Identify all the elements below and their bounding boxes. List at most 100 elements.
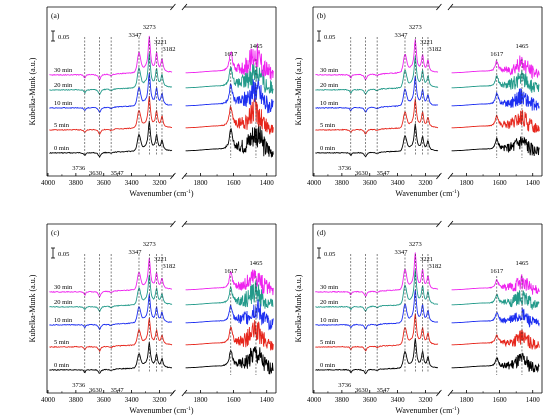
x-axis-label-text: Wavenumber (cm xyxy=(129,406,187,415)
x-tick-label: 3600 xyxy=(97,396,112,404)
peak-label: 3347 xyxy=(128,32,142,39)
scale-bar-label: 0.05 xyxy=(58,251,69,258)
axis-break-mark xyxy=(181,3,188,11)
spectrum-line-right xyxy=(451,88,540,111)
spectrum-line-left xyxy=(315,39,439,80)
axis-break-mark xyxy=(170,172,176,180)
peak-label: 1617 xyxy=(224,268,238,275)
series-label: 10 min xyxy=(54,100,73,107)
y-axis-label: Kubelka-Munk (a.u.) xyxy=(28,57,37,125)
x-tick-label: 1400 xyxy=(526,179,541,187)
spectrum-line-left xyxy=(49,35,173,81)
peak-label: 3221 xyxy=(154,256,167,263)
x-tick-label: 3400 xyxy=(125,179,140,187)
x-axis-label-sup: -1 xyxy=(452,189,457,195)
x-axis-label-text: Wavenumber (cm xyxy=(395,189,453,198)
y-axis-label: Kubelka-Munk (a.u.) xyxy=(294,274,303,342)
spectrum-line-right xyxy=(451,352,540,373)
spectrum-line-right xyxy=(185,98,274,135)
y-axis-label: Kubelka-Munk (a.u.) xyxy=(294,57,303,125)
spectrum-line-left xyxy=(315,75,439,113)
spectrum-line-left xyxy=(49,95,172,136)
peak-label: 1465 xyxy=(515,43,528,50)
y-axis-label: Kubelka-Munk (a.u.) xyxy=(28,274,37,342)
series-label: 0 min xyxy=(54,145,70,152)
peak-label: 1465 xyxy=(249,43,262,50)
spectrum-line-right xyxy=(451,136,540,157)
peak-label: 3347 xyxy=(394,32,408,39)
scale-bar-label: 0.05 xyxy=(324,34,335,41)
axis-break-mark xyxy=(447,220,454,228)
peak-label: 3630 xyxy=(355,387,368,394)
series-label: 20 min xyxy=(54,82,73,89)
spectrum-line-left xyxy=(315,252,439,298)
x-tick-label: 3200 xyxy=(152,396,167,404)
x-axis-label-text: Wavenumber (cm xyxy=(129,189,187,198)
series-label: 0 min xyxy=(54,362,70,369)
panel-b: 4000 3800 3600 3400 3200 1800 1600 1400 (b) 0.05 0… xyxy=(294,3,543,198)
spectrum-line-left xyxy=(49,257,172,298)
spectrum-line-right xyxy=(451,70,540,93)
peak-label: 3182 xyxy=(428,263,441,270)
x-axis-label-end: ) xyxy=(191,189,194,198)
series-label: 30 min xyxy=(54,284,73,291)
spectrum-line-right xyxy=(185,299,274,331)
spectrum-line-left xyxy=(49,341,173,374)
series-label: 20 min xyxy=(54,299,73,306)
peak-label: 3630 xyxy=(89,170,102,177)
peak-label: 1465 xyxy=(249,260,262,267)
x-axis-label-end: ) xyxy=(457,189,460,198)
x-tick-label: 3200 xyxy=(152,179,167,187)
x-tick-label: 4000 xyxy=(41,179,56,187)
x-tick-label: 3800 xyxy=(335,396,350,404)
series-label: 5 min xyxy=(54,339,70,346)
x-tick-label: 1400 xyxy=(260,396,275,404)
x-axis-label: Wavenumber (cm-1) xyxy=(395,189,459,198)
peak-label: 3182 xyxy=(162,46,175,53)
scale-bar-label: 0.05 xyxy=(324,251,335,258)
x-axis-label: Wavenumber (cm-1) xyxy=(129,189,193,198)
scale-bar-label: 0.05 xyxy=(58,34,69,41)
series-label: 20 min xyxy=(320,299,339,306)
spectrum-line-right xyxy=(451,110,540,134)
peak-label: 3347 xyxy=(128,249,142,256)
x-tick-label: 1800 xyxy=(459,396,474,404)
x-tick-label: 1800 xyxy=(193,396,208,404)
series-label: 30 min xyxy=(320,284,339,291)
panel-d: 4000 3800 3600 3400 3200 1800 1600 1400 (d) 0.05 0… xyxy=(294,220,543,415)
spectrum-line-right xyxy=(451,290,540,310)
spectrum-line-left xyxy=(315,338,438,375)
peak-label: 3736 xyxy=(72,382,86,389)
spectrum-line-right xyxy=(451,274,540,295)
peak-label: 3347 xyxy=(394,249,408,256)
peak-label: 1617 xyxy=(490,51,504,58)
spectrum-line-left xyxy=(49,52,173,96)
axis-break-mark xyxy=(170,389,176,397)
peak-label: 3273 xyxy=(409,241,422,248)
spectrum-line-left xyxy=(315,269,439,312)
peak-label: 1617 xyxy=(490,268,504,275)
peak-label: 3736 xyxy=(338,382,352,389)
axis-break-mark xyxy=(447,172,454,180)
x-tick-label: 4000 xyxy=(41,396,56,404)
peak-label: 3547 xyxy=(111,170,125,177)
spectrum-line-left xyxy=(49,72,173,114)
spectrum-line-right xyxy=(451,329,540,350)
x-tick-label: 3600 xyxy=(363,396,378,404)
axis-break-mark xyxy=(447,3,454,11)
x-tick-label: 3200 xyxy=(418,179,433,187)
peak-label: 1465 xyxy=(515,260,528,267)
series-label: 30 min xyxy=(320,67,339,74)
x-tick-label: 3800 xyxy=(69,179,84,187)
spectrum-line-left xyxy=(315,55,439,95)
x-tick-label: 3800 xyxy=(335,179,350,187)
peak-label: 3630 xyxy=(355,170,368,177)
series-label: 5 min xyxy=(320,122,336,129)
x-tick-label: 1600 xyxy=(493,396,508,404)
peak-label: 3273 xyxy=(409,24,422,31)
series-label: 10 min xyxy=(320,317,339,324)
x-axis-label-end: ) xyxy=(191,406,194,415)
peak-label: 3547 xyxy=(377,387,391,394)
peak-label: 1617 xyxy=(224,51,238,58)
